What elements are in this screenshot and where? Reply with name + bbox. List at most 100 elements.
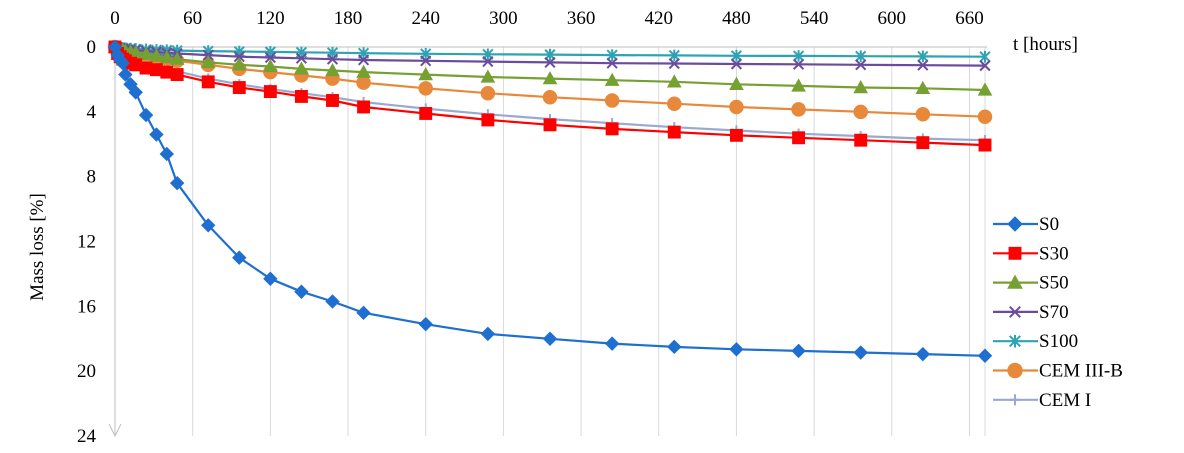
- data-point: [482, 56, 494, 68]
- data-point: [916, 136, 930, 150]
- legend-marker: [1009, 334, 1021, 348]
- data-point: [326, 53, 339, 65]
- data-point: [481, 113, 495, 127]
- x-tick-label: 240: [411, 8, 440, 29]
- data-point: [294, 61, 309, 75]
- x-tick-label: 360: [567, 8, 596, 29]
- legend-item-s0: S0: [993, 214, 1059, 235]
- data-point: [118, 67, 133, 82]
- data-point: [294, 89, 308, 103]
- data-point: [917, 59, 929, 71]
- x-tick-label: 0: [110, 8, 120, 29]
- data-point: [232, 81, 246, 94]
- x-tick-label: 180: [334, 8, 363, 29]
- legend-item-cem-iii-b: CEM III-B: [993, 361, 1123, 382]
- legend-item-s50: S50: [993, 273, 1069, 294]
- data-point: [138, 46, 154, 60]
- data-point: [792, 50, 805, 62]
- data-point: [294, 284, 309, 299]
- data-point: [200, 54, 216, 69]
- data-point: [978, 138, 992, 152]
- series-layer: [107, 39, 993, 363]
- data-point: [149, 127, 164, 142]
- data-point: [792, 58, 805, 70]
- data-point: [159, 50, 175, 64]
- legend-label: CEM I: [1039, 390, 1091, 411]
- data-point: [149, 48, 164, 62]
- data-point: [128, 85, 143, 100]
- data-point: [231, 57, 247, 71]
- legend-label: S0: [1039, 214, 1059, 235]
- data-point: [915, 346, 931, 362]
- x-tick-label: 60: [183, 8, 202, 29]
- series-s0: [107, 39, 993, 363]
- data-point: [729, 342, 744, 357]
- data-point: [326, 94, 339, 107]
- data-point: [480, 69, 496, 83]
- data-point: [667, 96, 682, 111]
- data-point: [544, 56, 556, 68]
- data-point: [418, 67, 434, 81]
- data-point: [604, 72, 620, 86]
- legend-item-cem-i: CEM I: [993, 390, 1091, 411]
- data-point: [668, 49, 680, 62]
- data-point: [480, 326, 496, 342]
- data-point: [233, 51, 245, 63]
- x-tick-label: 480: [722, 8, 751, 29]
- data-point: [542, 331, 558, 346]
- data-point: [791, 343, 806, 359]
- data-point: [420, 55, 432, 67]
- data-point: [915, 107, 931, 122]
- data-point: [170, 68, 184, 82]
- legend-item-s70: S70: [993, 302, 1069, 323]
- data-point: [977, 109, 993, 124]
- data-point: [792, 131, 806, 145]
- x-tick-label: 420: [645, 8, 674, 29]
- data-point: [668, 57, 680, 70]
- data-point: [325, 294, 340, 309]
- legend-item-s100: S100: [993, 331, 1078, 352]
- data-point: [357, 54, 370, 66]
- data-point: [169, 51, 185, 65]
- data-point: [604, 336, 620, 351]
- legend-label: S70: [1039, 302, 1069, 323]
- legend-label: S100: [1039, 331, 1078, 352]
- legend-marker: [1007, 362, 1023, 379]
- legend-marker: [1007, 274, 1023, 289]
- data-point: [201, 75, 215, 89]
- data-point: [729, 128, 743, 142]
- data-point: [263, 85, 277, 99]
- data-point: [542, 89, 558, 105]
- data-point: [853, 104, 868, 120]
- x-axis-title: t [hours]: [1013, 34, 1078, 55]
- grid-layer: [192, 47, 986, 436]
- axis-layer: 0 60 120 180 240 300 360 420 480 540 600 660 0 4 8 12 16…: [77, 8, 987, 447]
- legend-item-s30: S30: [993, 243, 1069, 264]
- data-point: [791, 102, 806, 117]
- y-tick-label: 16: [77, 296, 96, 317]
- legend-label: S30: [1039, 243, 1069, 264]
- data-point: [605, 122, 619, 136]
- legend-marker: [1009, 394, 1021, 406]
- data-point: [979, 50, 991, 63]
- data-point: [730, 58, 743, 70]
- x-tick-label: 540: [800, 8, 829, 29]
- data-point: [264, 51, 276, 64]
- data-point: [667, 125, 681, 139]
- legend-marker: [1007, 216, 1023, 232]
- data-point: [604, 93, 620, 108]
- data-point: [232, 250, 247, 265]
- data-point: [977, 82, 993, 96]
- data-point: [201, 218, 216, 233]
- data-point: [325, 62, 340, 77]
- legend: S0 S30 S50 S70 S100 CEM III-B CEM I: [993, 214, 1123, 411]
- data-point: [295, 52, 308, 64]
- data-point: [855, 59, 867, 71]
- data-point: [357, 100, 371, 114]
- data-point: [159, 146, 174, 162]
- y-tick-label: 8: [87, 167, 97, 188]
- data-point: [356, 75, 371, 90]
- legend-marker: [1008, 246, 1022, 260]
- data-point: [138, 107, 154, 123]
